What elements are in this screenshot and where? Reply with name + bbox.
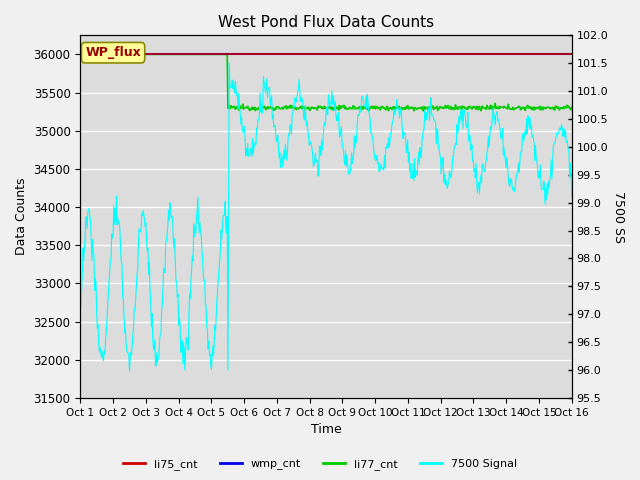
Legend: li75_cnt, wmp_cnt, li77_cnt, 7500 Signal: li75_cnt, wmp_cnt, li77_cnt, 7500 Signal: [118, 455, 522, 474]
Y-axis label: 7500 SS: 7500 SS: [612, 191, 625, 242]
Text: WP_flux: WP_flux: [85, 46, 141, 59]
X-axis label: Time: Time: [310, 423, 341, 436]
Y-axis label: Data Counts: Data Counts: [15, 178, 28, 255]
Title: West Pond Flux Data Counts: West Pond Flux Data Counts: [218, 15, 434, 30]
